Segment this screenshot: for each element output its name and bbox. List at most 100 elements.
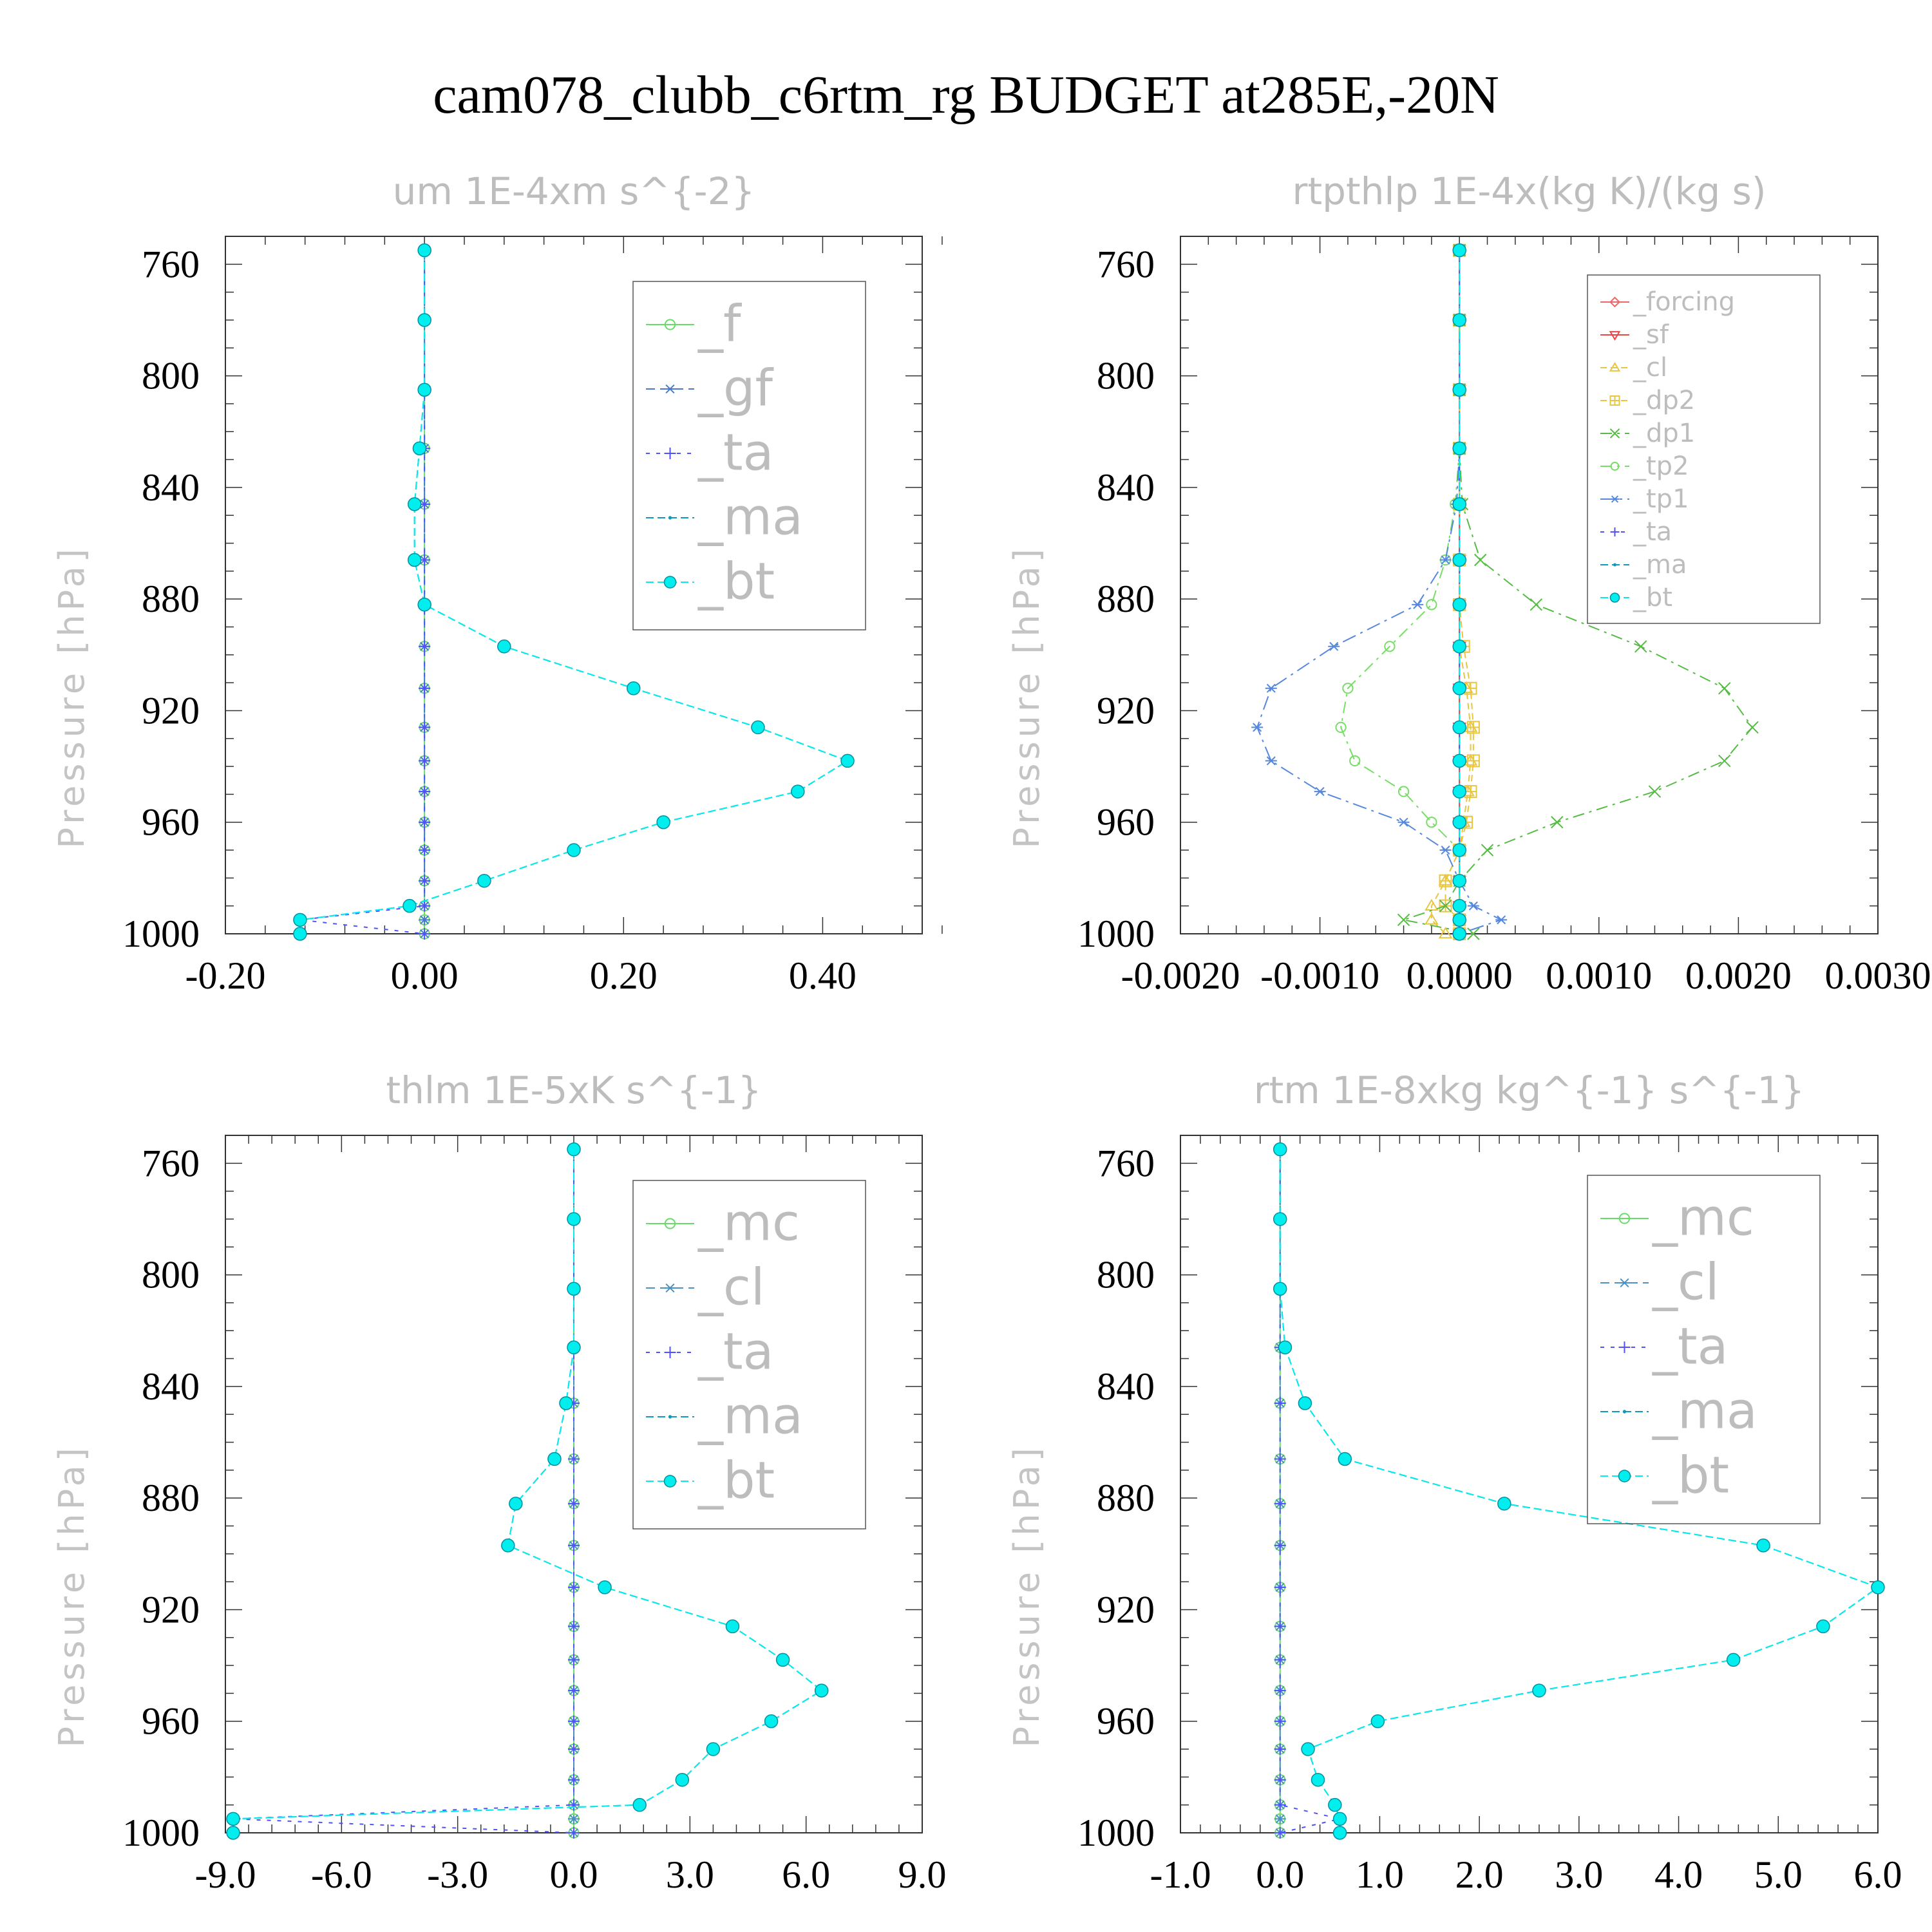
data-point-rtpthlp-dp1 xyxy=(1530,598,1543,611)
data-point-rtpthlp-dp1 xyxy=(1648,785,1662,798)
data-point-rtpthlp-bt xyxy=(1452,639,1466,654)
data-point-rtm-ta xyxy=(1274,1654,1286,1666)
y-tick-label-thlm: 880 xyxy=(142,1477,200,1519)
x-tick-label-rtm: 4.0 xyxy=(1654,1853,1703,1896)
legend-marker-rtpthlp xyxy=(1609,592,1620,603)
legend-label-rtpthlp: _cl xyxy=(1633,353,1667,383)
series-points-rtpthlp-cl xyxy=(1425,243,1478,939)
y-tick-label-rtm: 920 xyxy=(1097,1588,1155,1631)
data-point-rtpthlp-tp1 xyxy=(1412,600,1424,609)
data-point-um-bt xyxy=(567,843,581,857)
data-point-rtpthlp-bt xyxy=(1452,753,1466,768)
legend-label-rtm: _mc xyxy=(1652,1189,1754,1247)
data-point-thlm-bt xyxy=(598,1580,612,1595)
panel-title-rtpthlp: rtpthlp 1E-4x(kg K)/(kg s) xyxy=(1293,169,1766,213)
legend-label-rtm: _ta xyxy=(1652,1318,1728,1376)
panel-rtpthlp: rtpthlp 1E-4x(kg K)/(kg s) Pressure [hPa]… xyxy=(1007,169,1931,997)
y-axis-label-rtm: Pressure [hPa] xyxy=(1007,1444,1047,1747)
data-point-um-bt xyxy=(840,753,855,768)
series-points-rtpthlp-tp2 xyxy=(1335,245,1465,940)
data-point-um-ta xyxy=(419,755,431,767)
legend-label-rtpthlp: _forcing xyxy=(1633,287,1735,317)
data-point-rtm-ta xyxy=(1274,1743,1286,1756)
data-point-rtm-bt xyxy=(1278,1340,1293,1354)
series-points-rtpthlp-tp1 xyxy=(1251,245,1508,939)
tick-marks-um xyxy=(225,236,943,934)
data-point-thlm-bt xyxy=(226,1812,240,1826)
series-points-rtm-ma xyxy=(1278,1147,1880,1835)
legend-label-thlm: _bt xyxy=(697,1452,775,1510)
series-line-um-bt xyxy=(299,250,849,934)
legend-marker-rtm xyxy=(1618,1278,1631,1288)
y-tick-label-rtpthlp: 920 xyxy=(1097,689,1155,732)
legend-marker-rtpthlp xyxy=(1609,395,1620,406)
legend-label-rtm: _cl xyxy=(1652,1254,1719,1312)
data-point-um-bt xyxy=(656,815,670,829)
data-point-rtpthlp-bt xyxy=(1452,243,1466,258)
data-point-thlm-ta xyxy=(568,1774,580,1786)
legend-rtpthlp: _forcing_sf_cl _dp2 _dp1 _tp2_tp1_ta_ma _bt xyxy=(1587,274,1821,624)
series-points-rtpthlp-dp1 xyxy=(1397,243,1759,940)
data-point-thlm-ta xyxy=(568,1539,580,1551)
data-point-um-bt xyxy=(417,313,431,327)
x-tick-label-rtm: 2.0 xyxy=(1455,1853,1504,1896)
data-point-thlm-ta xyxy=(568,1497,580,1510)
y-tick-label-um: 800 xyxy=(142,355,200,397)
y-tick-label-rtpthlp: 840 xyxy=(1097,466,1155,509)
data-point-rtm-ta xyxy=(1274,1397,1286,1409)
data-point-rtm-bt xyxy=(1332,1812,1347,1826)
series-line-um-ta xyxy=(299,250,426,934)
legend-marker-rtpthlp xyxy=(1610,527,1620,536)
panel-title-thlm: thlm 1E-5xK s^{-1} xyxy=(386,1068,761,1112)
legend-box-thlm xyxy=(632,1180,866,1530)
data-point-rtm-ta xyxy=(1274,1799,1286,1811)
series-line-rtm-ta xyxy=(1279,1149,1340,1833)
data-point-thlm-bt xyxy=(632,1797,647,1812)
series-line-rtm-bt xyxy=(1279,1149,1880,1833)
series-line-thlm-bt xyxy=(232,1149,823,1833)
data-point-thlm-bt xyxy=(706,1742,721,1756)
legend-marker-rtpthlp xyxy=(1613,563,1616,567)
legend-marker-rtpthlp xyxy=(1609,362,1621,372)
y-tick-label-rtm: 760 xyxy=(1097,1142,1155,1184)
data-point-rtm-ta xyxy=(1274,1539,1286,1551)
x-tick-label-rtpthlp: -0.0020 xyxy=(1121,954,1240,997)
y-tick-label-rtm: 840 xyxy=(1097,1365,1155,1408)
data-point-rtm-bt xyxy=(1816,1619,1830,1634)
data-point-um-bt xyxy=(293,927,307,941)
x-tick-label-rtpthlp: 0.0030 xyxy=(1825,954,1931,997)
data-point-rtpthlp-dp1 xyxy=(1551,816,1564,829)
legend-box-rtm xyxy=(1587,1175,1821,1524)
data-point-thlm-bt xyxy=(814,1683,829,1698)
data-point-rtm-bt xyxy=(1497,1497,1511,1511)
data-point-rtpthlp-dp1 xyxy=(1746,721,1759,734)
data-point-rtm-cl xyxy=(1274,1814,1286,1824)
data-point-rtpthlp-dp2 xyxy=(1466,721,1480,734)
data-point-rtpthlp-bt xyxy=(1452,873,1466,888)
data-point-um-ta xyxy=(419,844,431,857)
legend-label-thlm: _mc xyxy=(697,1195,800,1253)
data-point-um-bt xyxy=(412,441,427,455)
tick-marks-rtpthlp xyxy=(1180,236,1879,934)
data-point-rtm-bt xyxy=(1273,1282,1287,1296)
legend-marker-rtpthlp xyxy=(1609,428,1620,439)
legend-marker-thlm xyxy=(664,1283,676,1293)
legend-marker-um xyxy=(664,384,676,394)
legend-marker-rtm xyxy=(1622,1410,1627,1414)
data-point-um-bt xyxy=(407,497,422,511)
y-tick-label-thlm: 760 xyxy=(142,1142,200,1184)
data-point-rtm-bt xyxy=(1532,1683,1546,1698)
panel-um: um 1E-4xm s^{-2} Pressure [hPa] 760 800 840 8… xyxy=(52,169,943,997)
panel-thlm: thlm 1E-5xK s^{-1} Pressure [hPa] 760 800 84… xyxy=(52,1068,947,1896)
data-point-thlm-ta xyxy=(568,1581,580,1593)
data-point-rtpthlp-dp2 xyxy=(1466,754,1480,768)
data-point-rtm-bt xyxy=(1301,1742,1315,1756)
data-point-rtm-ta xyxy=(1274,1715,1286,1727)
data-point-rtpthlp-bt xyxy=(1452,313,1466,327)
data-point-rtpthlp-dp1 xyxy=(1473,553,1487,567)
series-points-rtpthlp-bt xyxy=(1452,243,1466,941)
legend-marker-um xyxy=(663,576,677,589)
y-tick-label-um: 960 xyxy=(142,801,200,844)
data-point-thlm-bt xyxy=(567,1142,581,1157)
x-tick-label-thlm: 0.0 xyxy=(550,1853,598,1896)
